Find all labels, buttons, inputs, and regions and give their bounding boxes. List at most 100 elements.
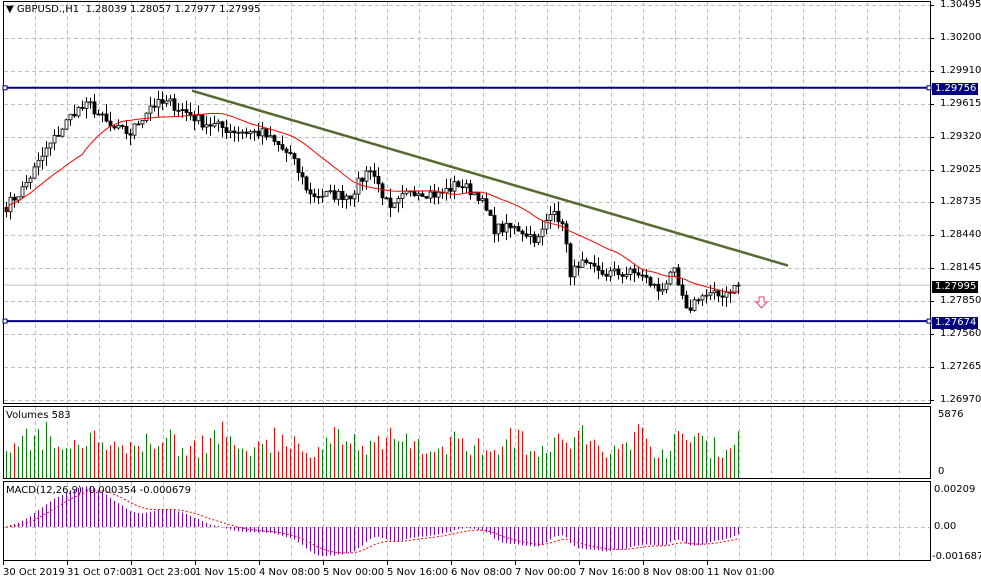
candle-bear [656,283,661,292]
candle-bear [112,125,117,129]
candle-bull [444,187,449,194]
candle-bull [436,191,441,198]
candle-bear [124,126,129,135]
candle-bear [592,262,597,267]
candle-bull [16,196,21,201]
candle-bull [472,192,477,196]
candle-bear [12,196,17,201]
candle-bull [536,236,541,243]
candle-bear [388,197,393,208]
candle-bull [216,121,221,125]
candle-bull [544,220,549,230]
candle-bear [588,262,593,265]
candle-bear [524,233,529,237]
candle-bear [292,153,297,160]
candle-bull [84,101,89,109]
candle-bear [264,128,269,138]
candle-bear [488,209,493,216]
candle-bull [528,234,533,237]
candle-bear [596,265,601,271]
candle-bear [484,198,489,211]
resistance-price-tag: 1.29756 [932,83,978,95]
candle-bull [40,155,45,161]
candle-bull [364,170,369,182]
macd-bottom-label: -0.001687 [932,551,981,562]
level-anchor-handle [926,318,932,324]
candle-bear [188,112,193,117]
candle-bull [68,113,73,121]
candle-bear [184,109,189,113]
candle-bull [540,228,545,238]
time-tick-label: 8 Nov 08:00 [643,567,705,578]
candle-bear [300,172,305,178]
candle-bear [220,121,225,128]
macd-top-label: 0.00209 [934,484,976,495]
candle-bull [400,193,405,199]
price-tick-label: 1.29320 [940,130,981,142]
time-tick-label: 5 Nov 16:00 [387,567,449,578]
candle-bear [376,175,381,185]
time-tick-label: 31 Oct 07:00 [67,567,133,578]
candle-bear [632,268,637,274]
candle-bull [732,285,737,294]
collapse-triangle-icon[interactable]: ▼ [6,4,17,15]
candle-bear [280,144,285,150]
candle-bull [28,177,33,183]
price-tick-label: 1.29025 [940,163,981,175]
candle-bear [372,170,377,177]
candle-bull [260,128,265,137]
candle-bull [664,283,669,290]
candle-bull [452,181,457,192]
candle-bull [496,223,501,235]
candle-bull [672,267,677,273]
time-tick-label: 31 Oct 23:00 [131,567,197,578]
candle-bear [696,299,701,302]
candle-bull [552,210,557,215]
candle-bull [240,131,245,134]
candle-bear [432,191,437,198]
candle-bull [64,119,69,130]
candle-bear [448,187,453,192]
candle-bear [72,113,77,117]
candle-bear [620,274,625,277]
candle-bear [716,290,721,297]
candle-bull [736,284,741,287]
candle-bull [144,112,149,121]
candle-bull [236,131,241,134]
macd-panel-frame [3,481,931,561]
volume-title: Volumes 583 [6,410,71,421]
candle-bear [208,124,213,127]
macd-title: MACD(12,26,9) -0.000354 -0.000679 [6,485,191,496]
candle-bear [688,307,693,311]
candle-bull [180,109,185,111]
macd-zero-label: 0.00 [934,521,957,532]
time-tick-label: 30 Oct 2019 [3,567,65,578]
candle-bull [116,124,121,129]
trendline [191,89,789,267]
candle-bear [136,123,141,126]
candle-bear [468,183,473,196]
candle-bear [576,265,581,268]
candle-bull [608,270,613,277]
candle-bear [684,294,689,309]
candle-bear [296,158,301,173]
candle-bull [204,124,209,128]
candle-bull [32,166,37,179]
candle-bear [172,98,177,111]
candle-bear [256,130,261,137]
candle-bull [156,99,161,108]
level-anchor-handle [2,318,8,324]
price-tick-label: 1.28145 [940,262,981,274]
price-tick-label: 1.29615 [940,97,981,109]
candle-bear [192,115,197,122]
price-tick-label: 1.30495 [940,0,981,10]
price-tick-label: 1.30200 [940,32,981,44]
time-tick-label: 5 Nov 00:00 [323,567,385,578]
candle-bear [532,234,537,243]
candle-bull [20,186,25,198]
time-tick-label: 4 Nov 08:00 [259,567,321,578]
candle-bull [140,119,145,125]
chart-header: ▼ GBPUSD.,H1 1.28039 1.28057 1.27977 1.2… [6,4,260,15]
candle-bull [624,274,629,277]
